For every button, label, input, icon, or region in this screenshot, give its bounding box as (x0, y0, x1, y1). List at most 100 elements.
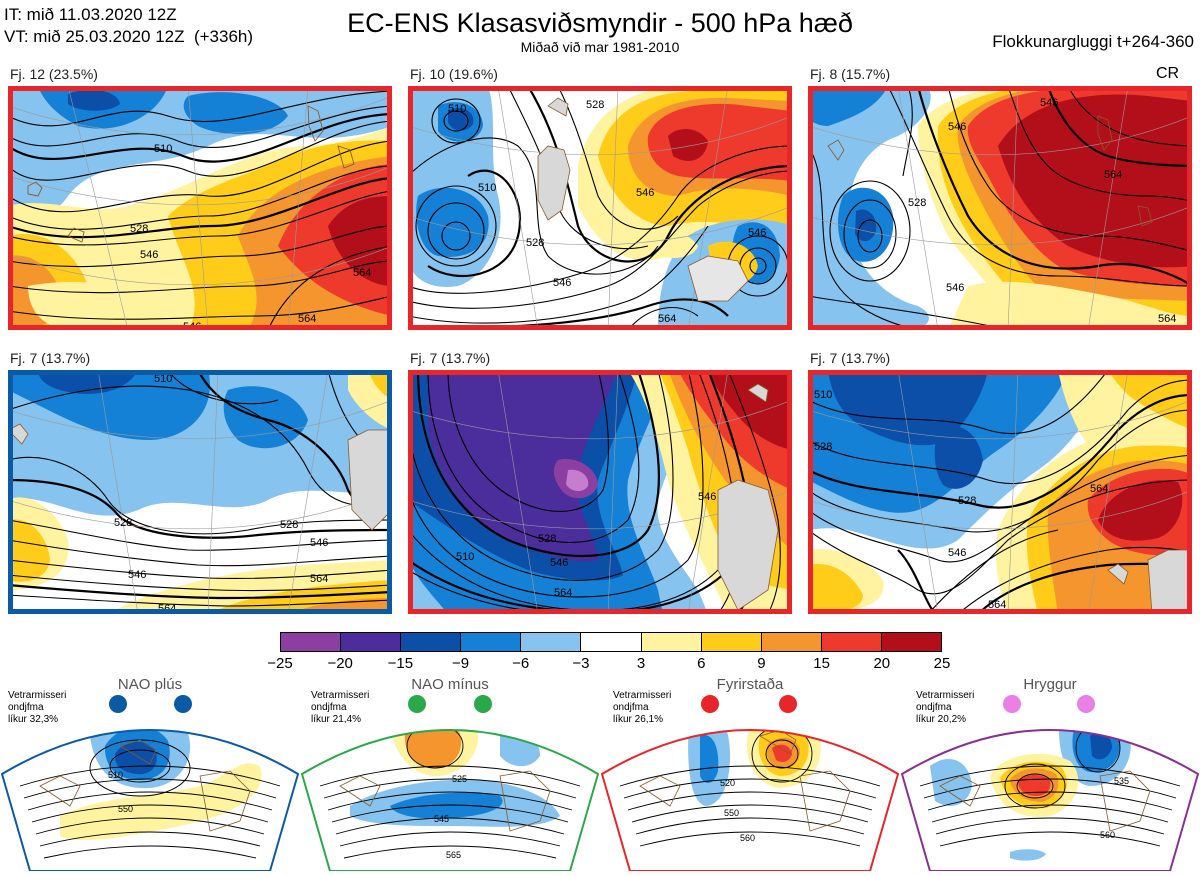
contour-label: 564 (298, 313, 316, 325)
contour-label: 528 (958, 495, 976, 507)
regime-name-nao-plus: NAO plús (117, 676, 183, 693)
contour-label: 564 (310, 573, 328, 585)
panel-1-border (8, 86, 392, 330)
panel-5-border (408, 370, 792, 614)
contour-label: 550 (724, 808, 739, 818)
cluster-map-4: 510 528 528 546 546 564 564 (8, 370, 392, 614)
contour-label: 510 (448, 103, 466, 115)
regime-name-blocking: Fyrirstaða (716, 676, 784, 693)
colorbar-swatch (700, 633, 761, 651)
anomaly-colorbar (280, 632, 942, 652)
panel-4-border (8, 370, 392, 614)
contour-label: 546 (698, 491, 716, 503)
contour-label: 525 (452, 774, 467, 784)
panel-3-border (808, 86, 1192, 330)
contour-label: 528 (814, 441, 832, 453)
contour-label: 528 (908, 197, 926, 209)
panel-6-border (808, 370, 1192, 614)
cluster-map-5: 510 528 546 546 564 (408, 370, 792, 614)
contour-label: 546 (636, 187, 654, 199)
cluster-map-6: 510 528 528 546 564 564 (808, 370, 1192, 614)
contour-label: 546 (550, 557, 568, 569)
valid-time: VT: mið 25.03.2020 12Z (+336h) (4, 27, 254, 46)
contour-label: 550 (118, 804, 133, 814)
contour-label: 546 (948, 547, 966, 559)
regime-name-ridge: Hryggur (1023, 676, 1077, 693)
contour-label: 510 (814, 389, 832, 401)
contour-label: 510 (108, 770, 123, 780)
colorbar-swatch (520, 633, 581, 651)
initial-time: IT: mið 11.03.2020 12Z (4, 5, 177, 24)
contour-label: 510 (154, 143, 172, 155)
contour-label: 520 (720, 778, 735, 788)
contour-label: 510 (154, 373, 172, 385)
regime-marker-dot (109, 695, 127, 713)
contour-label: 546 (310, 537, 328, 549)
panel-4-label: Fj. 7 (13.7%) (10, 350, 91, 366)
contour-label: 564 (554, 587, 572, 599)
regime-info-nao-plus: Vetrarmisseri ondjfma líkur 32,3% (8, 690, 67, 725)
contour-label: 564 (988, 599, 1006, 611)
colorbar-swatch (340, 633, 401, 651)
colorbar-tick: −20 (327, 655, 353, 672)
colorbar-tick: 9 (757, 655, 766, 672)
regime-marker-dot (779, 695, 797, 713)
colorbar-swatch (640, 633, 701, 651)
contour-label: 546 (946, 282, 964, 294)
colorbar-tick: 20 (873, 655, 891, 672)
contour-label: 510 (478, 182, 496, 194)
regime-info-blocking: Vetrarmisseri ondjfma líkur 26,1% (613, 690, 672, 725)
regime-blocking: 520 550 560 (600, 676, 900, 872)
colorbar-tick: −25 (267, 655, 293, 672)
panel-2-label: Fj. 10 (19.6%) (410, 66, 498, 82)
contour-label: 535 (1114, 776, 1129, 786)
regime-name-nao-minus: NAO mínus (411, 676, 489, 693)
contour-label: 528 (130, 223, 148, 235)
colorbar-swatch (281, 633, 341, 651)
contour-label: 528 (114, 517, 132, 529)
regime-marker-dot (1077, 695, 1095, 713)
cluster-map-2: 510 510 528 528 546 546 546 564 (408, 86, 792, 330)
contour-label: 546 (128, 569, 146, 581)
contour-label: 528 (280, 519, 298, 531)
contour-label: 505 (1078, 720, 1093, 730)
regime-marker-dot (174, 695, 192, 713)
contour-label: 546 (553, 277, 571, 289)
contour-label: 564 (658, 313, 676, 325)
regime-marker-dot (1003, 695, 1021, 713)
contour-label: 528 (526, 237, 544, 249)
contour-label: 546 (1040, 97, 1058, 109)
classification-window: Flokkunargluggi t+264-360 (992, 32, 1194, 51)
contour-label: 564 (353, 267, 371, 279)
contour-label: 564 (1090, 483, 1108, 495)
colorbar-swatch (880, 633, 942, 651)
contour-label: 564 (1158, 313, 1176, 325)
contour-label: 546 (140, 249, 158, 261)
contour-label: 510 (456, 551, 474, 563)
panel-3-regime-tag: CR (1156, 65, 1180, 82)
panel-1-label: Fj. 12 (23.5%) (10, 66, 98, 82)
panel-2-border (408, 86, 792, 330)
regime-marker-dot (474, 695, 492, 713)
page-subtitle: Miðað við mar 1981-2010 (520, 39, 680, 55)
contour-label: 564 (158, 603, 176, 614)
colorbar-swatch (400, 633, 461, 651)
header-times: IT: mið 11.03.2020 12Z VT: mið 25.03.202… (4, 4, 253, 48)
colorbar-tick: 15 (813, 655, 830, 672)
colorbar-swatch (760, 633, 821, 651)
cluster-map-1: 510 528 546 546 564 564 (8, 86, 392, 330)
panel-6-label: Fj. 7 (13.7%) (810, 350, 891, 366)
colorbar-tick: −9 (451, 655, 470, 672)
regime-marker-dot (408, 695, 426, 713)
panel-5-label: Fj. 7 (13.7%) (410, 350, 491, 366)
regime-nao-minus: 525 545 565 (300, 676, 600, 872)
contour-label: 546 (948, 121, 966, 133)
colorbar-tick: 3 (636, 655, 646, 672)
page-title: EC-ENS Klasasviðsmyndir - 500 hPa hæð (347, 8, 853, 38)
regime-ridge: 505 535 560 (900, 676, 1200, 872)
contour-label: 565 (446, 850, 461, 860)
colorbar-tick: −6 (512, 655, 530, 672)
contour-label: 560 (1100, 830, 1115, 840)
colorbar-swatch (820, 633, 881, 651)
contour-label: 528 (586, 99, 604, 111)
